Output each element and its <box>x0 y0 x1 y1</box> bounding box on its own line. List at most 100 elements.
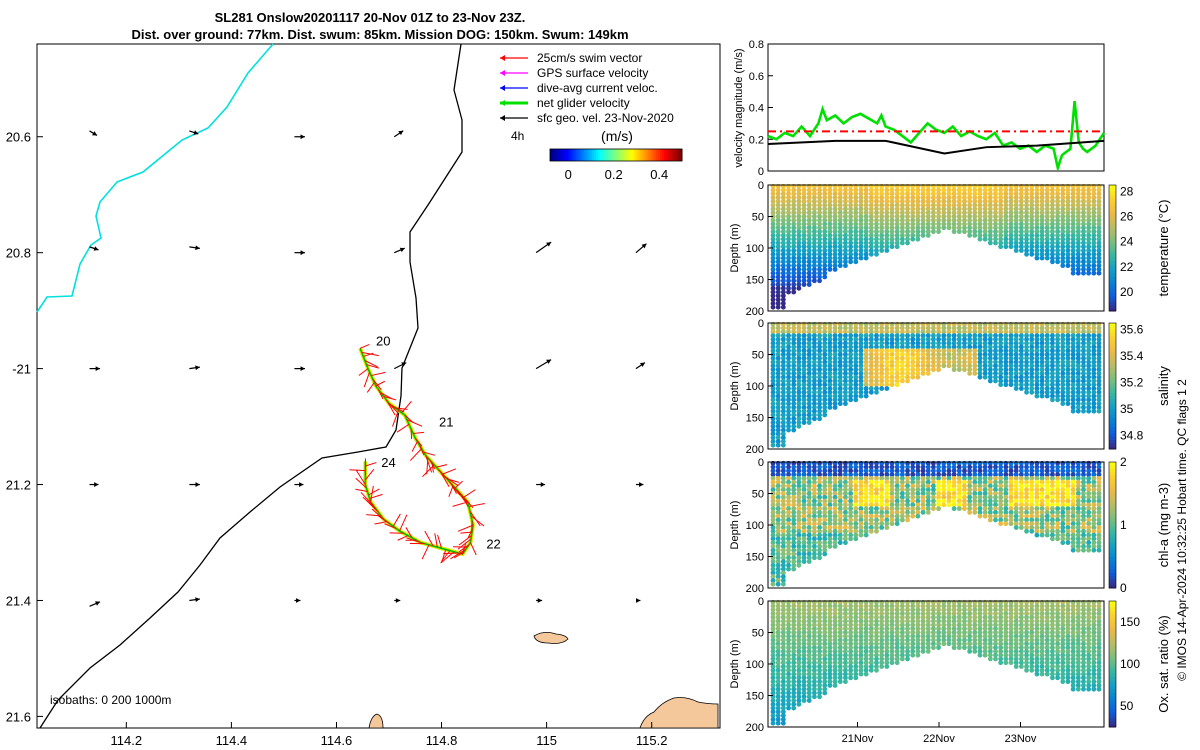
profile-sample <box>775 472 781 477</box>
profile-sample <box>920 348 926 354</box>
profile-sample <box>837 259 843 265</box>
section-colorbar-cell <box>1109 559 1116 564</box>
profile-sample <box>780 263 786 269</box>
profile-sample <box>858 359 864 365</box>
profile-sample <box>863 506 869 512</box>
profile-sample <box>977 498 983 504</box>
profile-sample <box>1065 229 1071 235</box>
profile-sample <box>801 225 807 231</box>
profile-sample <box>1081 378 1086 384</box>
profile-sample <box>848 348 854 354</box>
profile-sample <box>920 191 926 197</box>
swim-vector <box>413 431 425 435</box>
profile-sample <box>780 408 786 414</box>
profile-sample <box>977 355 983 361</box>
swim-vector <box>442 468 457 475</box>
profile-sample <box>796 641 802 647</box>
profile-sample <box>993 487 998 493</box>
profile-sample <box>848 259 854 265</box>
section-colorbar-cell <box>1109 244 1116 249</box>
profile-sample <box>884 355 890 361</box>
profile-sample <box>1050 248 1055 253</box>
profile-sample <box>1075 382 1081 388</box>
profile-sample <box>1044 340 1050 346</box>
profile-sample <box>879 240 885 246</box>
profile-sample <box>853 528 859 534</box>
profile-sample <box>1044 371 1050 376</box>
profile-sample <box>770 439 776 444</box>
profile-sample <box>837 397 843 403</box>
profile-sample <box>1086 494 1092 500</box>
profile-sample <box>1065 240 1071 246</box>
profile-sample <box>822 645 828 651</box>
profile-sample <box>786 248 791 253</box>
profile-sample <box>848 622 854 628</box>
profile-sample <box>889 359 895 365</box>
profile-sample <box>796 525 802 530</box>
profile-sample <box>837 483 843 489</box>
profile-sample <box>1081 498 1086 504</box>
profile-sample <box>1050 378 1055 384</box>
profile-sample <box>1060 363 1066 369</box>
profile-sample <box>899 348 905 354</box>
profile-sample <box>770 475 776 481</box>
profile-sample <box>1050 240 1055 246</box>
profile-sample <box>786 630 791 635</box>
profile-sample <box>1044 210 1050 216</box>
profile-sample <box>931 363 936 369</box>
profile-sample <box>1055 502 1061 508</box>
profile-sample <box>848 210 854 216</box>
profile-sample <box>868 513 874 519</box>
profile-sample <box>1050 479 1055 485</box>
profile-sample <box>811 694 817 700</box>
profile-sample <box>1024 214 1029 219</box>
profile-sample <box>1065 464 1071 470</box>
profile-sample <box>1003 217 1009 223</box>
profile-sample <box>982 363 988 369</box>
profile-sample <box>987 479 993 485</box>
profile-sample <box>770 374 776 380</box>
profile-sample <box>1096 371 1102 376</box>
profile-sample <box>832 259 838 265</box>
profile-sample <box>801 637 807 643</box>
profile-sample <box>858 344 864 350</box>
profile-sample <box>1070 329 1076 335</box>
profile-sample <box>811 336 817 342</box>
profile-sample <box>1091 206 1097 212</box>
profile-sample <box>1060 382 1066 388</box>
profile-sample <box>899 468 905 474</box>
profile-sample <box>1070 510 1076 515</box>
profile-sample <box>962 206 967 212</box>
profile-sample <box>993 206 998 212</box>
profile-sample <box>806 371 812 376</box>
profile-sample <box>817 251 822 257</box>
profile-sample <box>920 479 926 485</box>
profile-sample <box>848 371 854 376</box>
profile-sample <box>858 382 864 388</box>
profile-sample <box>863 611 869 616</box>
profile-sample <box>796 555 802 561</box>
swim-vector <box>366 364 380 369</box>
profile-sample <box>1070 191 1076 197</box>
swim-vector <box>371 371 386 377</box>
profile-sample <box>832 544 838 549</box>
profile-sample <box>811 244 817 250</box>
profile-sample <box>1029 198 1035 204</box>
profile-sample <box>817 389 822 395</box>
profile-sample <box>1050 498 1055 504</box>
geo-vector-head <box>395 598 401 603</box>
profile-sample <box>863 382 869 388</box>
profile-sample <box>889 217 895 223</box>
section-colorbar-tick: 26 <box>1120 210 1134 224</box>
profile-sample <box>972 210 978 216</box>
section-colorbar-cell <box>1109 439 1116 444</box>
profile-sample <box>780 464 786 470</box>
profile-sample <box>843 251 848 257</box>
profile-sample <box>832 236 838 242</box>
profile-sample <box>1039 483 1045 489</box>
profile-sample <box>843 671 848 677</box>
profile-sample <box>770 236 776 242</box>
profile-sample <box>791 618 797 624</box>
profile-sample <box>1024 382 1029 388</box>
profile-sample <box>801 206 807 212</box>
